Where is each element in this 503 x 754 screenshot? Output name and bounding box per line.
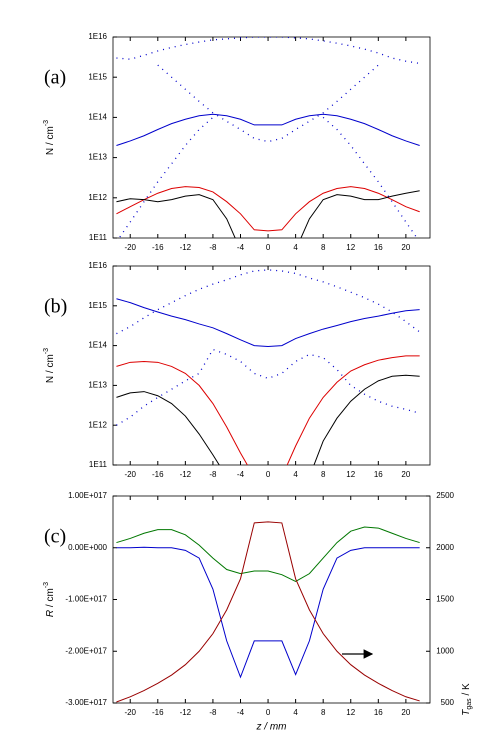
y2-axis-label-unit: / K [461,683,472,698]
x-tick-label: -20 [124,470,136,479]
y-tick-label: -1.00E+017 [65,595,107,604]
y2-tick-label: 2000 [436,543,454,552]
y-tick-label: 1E14 [88,341,107,350]
y2-axis-label-sub: gas [466,698,473,710]
y2-tick-label: 1000 [436,646,454,655]
y-tick-label: 0.00E+000 [68,543,107,552]
plot-frame [112,495,431,704]
x-tick-label: -8 [209,708,217,717]
x-tick-label: -12 [180,708,192,717]
series-line [116,298,420,347]
y-axis-label-sup: -3 [43,120,50,126]
x-tick-label: -16 [152,243,164,252]
y-tick-label: 1E15 [88,301,107,310]
x-tick-label: 12 [346,470,355,479]
y-tick-label: 1.00E+017 [68,491,107,500]
y-axis-label: N / cm-3 [43,120,56,155]
x-tick-label: 12 [346,708,355,717]
series-line [116,355,420,465]
x-tick-label: 20 [401,708,410,717]
y-tick-label: 1E11 [89,460,108,469]
series-line [157,64,379,143]
x-tick-label: 16 [374,708,383,717]
y2-tick-label: 1500 [436,595,454,604]
series-line [116,521,420,703]
y-tick-label: 1E12 [88,193,107,202]
x-tick-label: 16 [374,243,383,252]
x-tick-label: -16 [152,470,164,479]
x-tick-label: -12 [180,470,192,479]
x-tick-label: 12 [346,243,355,252]
x-tick-label: -8 [209,470,217,479]
series-line [116,526,420,582]
y-tick-label: 1E16 [88,32,107,41]
x-tick-label: -4 [237,243,245,252]
x-tick-label: -4 [237,470,245,479]
y-tick-label: 1E12 [88,420,107,429]
y-tick-label: 1E13 [88,381,107,390]
y-axis-label-sup: -3 [43,582,50,588]
y2-tick-label: 500 [441,698,455,707]
x-tick-label: 20 [401,470,410,479]
plot-frame [112,36,431,239]
y-tick-label: 1E13 [88,153,107,162]
y-tick-label: 1E11 [89,233,108,242]
y-axis-label-sup: -3 [43,348,50,354]
x-tick-label: -8 [209,243,217,252]
x-tick-label: -20 [124,243,136,252]
series-line [116,113,420,146]
y-axis-label-main: N / cm [45,354,56,383]
series-line [116,546,420,679]
series-line [116,374,420,465]
y-axis-label: R / cm-3 [43,582,56,617]
y-axis-label-main: R [45,610,56,617]
x-tick-label: -12 [180,243,192,252]
x-axis-label: z / mm [256,722,287,733]
x-tick-label: -4 [237,708,245,717]
y-axis-label: N / cm-3 [43,348,56,383]
y2-axis-label-main: T [461,709,472,716]
panel-label: (b) [44,296,67,318]
x-tick-label: 8 [321,243,326,252]
plot-frame [112,265,431,466]
y2-tick-label: 2500 [436,491,454,500]
x-tick-label: 0 [266,708,271,717]
series-line [116,190,420,238]
y-axis-label-unit: / cm [45,588,56,610]
y-tick-label: 1E16 [88,261,107,270]
series-line [118,116,418,238]
y2-axis-label: Tgas / K [461,683,473,716]
x-tick-label: 0 [266,470,271,479]
series-line [116,348,420,426]
x-tick-label: 0 [266,243,271,252]
panel-label: (a) [44,67,66,89]
panel-label: (c) [44,526,66,548]
series-line [116,269,421,335]
x-tick-label: 8 [321,470,326,479]
x-tick-label: 8 [321,708,326,717]
y-tick-label: 1E14 [88,113,107,122]
series-line [116,186,420,232]
x-tick-label: 16 [374,470,383,479]
y-tick-label: 1E15 [88,72,107,81]
x-tick-label: 20 [401,243,410,252]
y-axis-label-main: N / cm [45,126,56,155]
x-tick-label: 4 [293,708,298,717]
x-tick-label: 4 [293,243,298,252]
y-tick-label: -2.00E+017 [65,646,107,655]
x-tick-label: -20 [124,708,136,717]
y-tick-label: -3.00E+017 [65,698,107,707]
x-tick-label: -16 [152,708,164,717]
x-tick-label: 4 [293,470,298,479]
